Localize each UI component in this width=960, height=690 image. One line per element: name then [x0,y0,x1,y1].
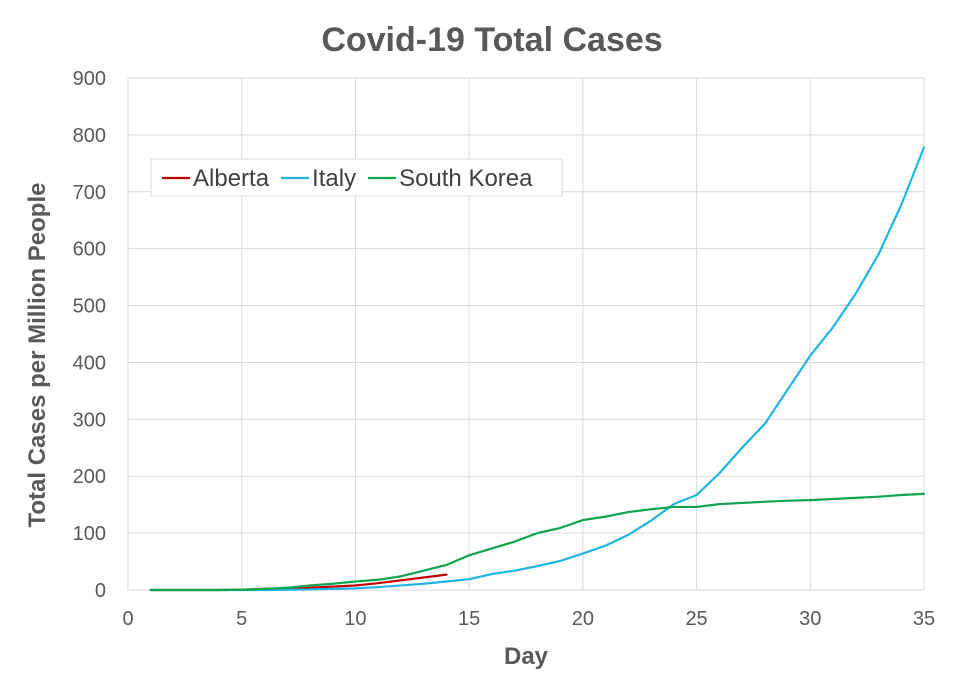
y-tick-label: 600 [73,239,106,261]
x-tick-label: 10 [344,608,366,630]
y-tick-label: 400 [73,352,106,374]
x-axis-ticks: 0 5 10 15 20 25 30 35 [122,608,935,630]
legend-label-italy: Italy [312,165,356,192]
x-tick-label: 15 [458,608,480,630]
legend-label-south-korea: South Korea [399,165,533,192]
y-tick-label: 300 [73,409,106,431]
x-tick-label: 5 [236,608,247,630]
y-axis-title: Total Cases per Million People [24,183,51,528]
y-tick-label: 700 [73,182,106,204]
series-line-south-korea [149,492,926,592]
legend-label-alberta: Alberta [193,165,270,192]
series-line-italy [149,146,926,592]
series-lines [149,146,926,592]
x-tick-label: 30 [799,608,821,630]
x-tick-label: 25 [685,608,707,630]
chart-title: Covid-19 Total Cases [321,21,662,59]
x-axis-title: Day [504,643,549,670]
y-tick-label: 800 [73,125,106,147]
y-tick-label: 100 [73,523,106,545]
legend: Alberta Italy South Korea [150,158,563,197]
x-tick-label: 35 [913,608,935,630]
y-tick-label: 200 [73,466,106,488]
legend-items: Alberta Italy South Korea [162,165,533,192]
x-tick-label: 20 [572,608,594,630]
x-tick-label: 0 [122,608,133,630]
y-axis-ticks: 0 100 200 300 400 500 600 700 800 900 [73,68,106,602]
y-tick-label: 500 [73,296,106,318]
y-tick-label: 900 [73,68,106,90]
legend-box [150,158,563,197]
gridlines [127,77,925,591]
y-tick-label: 0 [95,580,106,602]
